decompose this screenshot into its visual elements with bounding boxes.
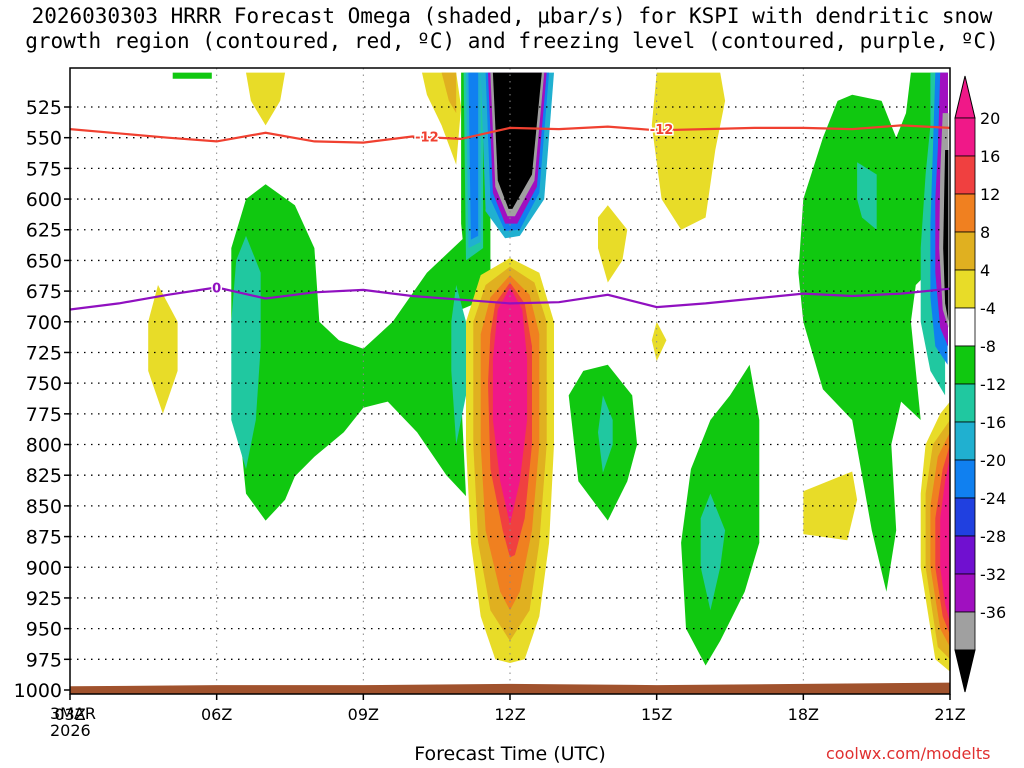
omega-region-teal bbox=[700, 493, 726, 611]
y-tick-label: 550 bbox=[26, 128, 62, 150]
colorbar-label: -8 bbox=[980, 337, 996, 356]
colorbar-swatch bbox=[954, 231, 976, 271]
colorbar-swatch bbox=[954, 307, 976, 347]
y-tick-label: 625 bbox=[26, 220, 62, 242]
y-tick-label: 875 bbox=[26, 527, 62, 549]
colorbar-label: -20 bbox=[980, 451, 1006, 470]
contours: -12 -12 0 bbox=[70, 122, 950, 311]
dgz-contour-label: -12 bbox=[415, 130, 439, 145]
omega-region-green bbox=[681, 364, 760, 666]
y-tick-label: 975 bbox=[26, 649, 62, 671]
omega-region-green bbox=[231, 184, 491, 521]
colorbar-swatch bbox=[954, 117, 976, 157]
x-tick-label: 03Z bbox=[54, 705, 85, 724]
colorbar-label: 20 bbox=[980, 109, 1000, 128]
x-tick-label: 21Z bbox=[934, 705, 965, 724]
colorbar-label: -28 bbox=[980, 527, 1006, 546]
colorbar-label: -32 bbox=[980, 565, 1006, 584]
y-tick-label: 850 bbox=[26, 496, 62, 518]
omega-region-green bbox=[172, 72, 212, 79]
colorbar-label: -4 bbox=[980, 299, 996, 318]
colorbar-swatch bbox=[954, 155, 976, 195]
colorbar: 20 16 12 8 4 -4 -8 -12 -16 -20 -24 -28 -32 -36 bbox=[954, 75, 1006, 693]
omega-region-yellow bbox=[803, 471, 858, 541]
colorbar-swatch bbox=[954, 345, 976, 385]
y-tick-label: 725 bbox=[26, 342, 62, 364]
dgz-contour-label: -12 bbox=[650, 123, 674, 138]
chart-title-line-1: 2026030303 HRRR Forecast Omega (shaded, … bbox=[31, 4, 993, 28]
omega-region-magenta bbox=[940, 456, 950, 623]
y-tick-label: 775 bbox=[26, 404, 62, 426]
terrain-ground bbox=[70, 682, 950, 694]
colorbar-swatch bbox=[954, 573, 976, 613]
x-tick-label: 12Z bbox=[494, 705, 525, 724]
freezing-contour-line bbox=[70, 286, 950, 311]
omega-shading bbox=[148, 72, 950, 672]
colorbar-label: -16 bbox=[980, 413, 1006, 432]
y-tick-label: 1000 bbox=[14, 680, 62, 702]
chart-title: 2026030303 HRRR Forecast Omega (shaded, … bbox=[0, 4, 1024, 54]
y-tick-label: 650 bbox=[26, 250, 62, 272]
omega-region-yellow bbox=[148, 285, 178, 414]
omega-region-teal bbox=[451, 285, 466, 445]
colorbar-swatch bbox=[954, 421, 976, 461]
chart-title-line-2: growth region (contoured, red, ºC) and f… bbox=[25, 29, 999, 53]
y-tick-label: 900 bbox=[26, 557, 62, 579]
colorbar-label: 8 bbox=[980, 223, 990, 242]
y-tick-label: 675 bbox=[26, 281, 62, 303]
dgz-contour-line bbox=[70, 124, 950, 144]
start-date-day: 3MAR bbox=[50, 704, 97, 723]
y-tick-label: 525 bbox=[26, 97, 62, 119]
y-tick-label: 800 bbox=[26, 435, 62, 457]
colorbar-swatch bbox=[954, 383, 976, 423]
colorbar-label: -36 bbox=[980, 603, 1006, 622]
freezing-contour-label: 0 bbox=[212, 281, 221, 296]
terrain-fill bbox=[70, 682, 950, 694]
credit-link[interactable]: coolwx.com/modelts bbox=[826, 744, 991, 763]
y-tick-label: 575 bbox=[26, 158, 62, 180]
omega-region-magenta bbox=[492, 287, 528, 525]
start-date: 3MAR 2026 bbox=[50, 705, 96, 739]
omega-region-yellow bbox=[598, 205, 628, 283]
colorbar-label: 12 bbox=[980, 185, 1000, 204]
omega-region-yellow bbox=[651, 72, 726, 230]
grid bbox=[70, 68, 950, 694]
omega-region-black bbox=[943, 150, 949, 322]
y-tick-label: 825 bbox=[26, 465, 62, 487]
colorbar-swatch bbox=[954, 459, 976, 499]
colorbar-label: -12 bbox=[980, 375, 1006, 394]
y-tick-label: 600 bbox=[26, 189, 62, 211]
x-tick-label: 18Z bbox=[788, 705, 819, 724]
omega-region-teal bbox=[857, 162, 877, 230]
colorbar-top-arrow bbox=[954, 75, 976, 119]
colorbar-swatch bbox=[954, 269, 976, 309]
colorbar-label: -24 bbox=[980, 489, 1006, 508]
colorbar-swatch bbox=[954, 611, 976, 651]
x-axis-label: Forecast Time (UTC) bbox=[414, 743, 606, 765]
colorbar-label: 16 bbox=[980, 147, 1000, 166]
y-tick-label: 700 bbox=[26, 312, 62, 334]
y-tick-label: 925 bbox=[26, 588, 62, 610]
omega-region-yellow bbox=[651, 321, 667, 362]
omega-region-blue bbox=[468, 72, 479, 240]
omega-region-green bbox=[798, 72, 941, 592]
y-tick-label: 750 bbox=[26, 373, 62, 395]
start-date-year: 2026 bbox=[50, 721, 91, 740]
omega-region-yellow bbox=[246, 72, 286, 126]
colorbar-swatch bbox=[954, 193, 976, 233]
x-tick-label: 06Z bbox=[201, 705, 232, 724]
colorbar-bottom-arrow bbox=[954, 649, 976, 693]
omega-region-teal bbox=[598, 395, 613, 473]
colorbar-swatch bbox=[954, 535, 976, 575]
x-tick-label: 15Z bbox=[641, 705, 672, 724]
axes: 525 550 575 600 625 650 675 700 725 750 775 800 825 8… bbox=[14, 67, 966, 724]
y-tick-label: 950 bbox=[26, 619, 62, 641]
x-tick-label: 09Z bbox=[348, 705, 379, 724]
omega-region-gold bbox=[441, 72, 457, 114]
colorbar-label: 4 bbox=[980, 261, 990, 280]
colorbar-swatch bbox=[954, 497, 976, 537]
